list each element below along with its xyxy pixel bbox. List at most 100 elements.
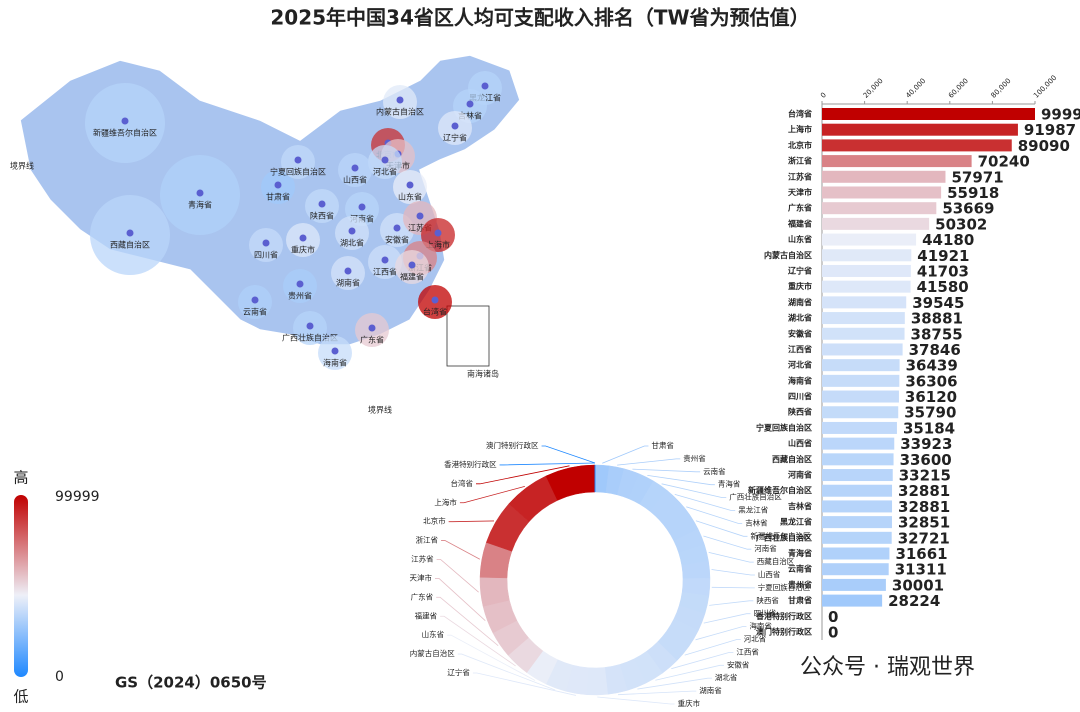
donut-label: 广东省 — [411, 591, 434, 601]
value-label: 0 — [828, 608, 838, 626]
category-label: 贵州省 — [788, 579, 812, 589]
leader-line — [655, 664, 724, 681]
x-tick-label: 0 — [819, 91, 828, 100]
category-label: 香港特别行政区 — [755, 611, 812, 621]
donut-label: 江苏省 — [411, 554, 434, 564]
category-label: 重庆市 — [788, 281, 812, 291]
category-label: 内蒙古自治区 — [764, 250, 812, 260]
category-label: 湖北省 — [788, 313, 812, 323]
leader-line — [435, 578, 486, 621]
x-tick-label: 60,000 — [947, 77, 970, 100]
bar — [822, 594, 883, 607]
donut-label: 福建省 — [415, 610, 438, 620]
bar — [822, 437, 895, 450]
donut-label: 香港特别行政区 — [444, 459, 497, 469]
leader-line — [447, 634, 536, 681]
map-label: 甘肃省 — [266, 192, 290, 202]
donut-label: 宁夏回族自治区 — [758, 582, 811, 592]
map-dot — [251, 296, 259, 304]
leader-line — [618, 690, 697, 696]
donut-label: 广西壮族自治区 — [729, 492, 782, 502]
map-label: 湖北省 — [340, 238, 364, 248]
value-label: 33923 — [900, 435, 952, 453]
donut-label: 云南省 — [703, 466, 726, 476]
map-dot — [368, 324, 376, 332]
leader-line — [703, 535, 752, 550]
bar — [822, 249, 912, 262]
donut-label: 江西省 — [736, 646, 759, 656]
bar — [822, 280, 911, 293]
category-label: 辽宁省 — [788, 265, 812, 275]
leader-line — [436, 596, 499, 646]
map-dot — [331, 347, 339, 355]
category-label: 湖南省 — [788, 297, 812, 307]
category-label: 甘肃省 — [788, 595, 812, 605]
leader-line — [711, 569, 755, 576]
map-label: 吉林省 — [458, 111, 482, 121]
donut-label: 湖北省 — [715, 672, 738, 682]
map-dot — [393, 224, 401, 232]
bar — [822, 327, 905, 340]
category-label: 西藏自治区 — [772, 454, 812, 464]
map-label: 青海省 — [188, 200, 212, 210]
map-dot — [299, 234, 307, 242]
value-label: 35790 — [904, 404, 956, 422]
value-label: 89090 — [1018, 137, 1070, 155]
value-label: 38881 — [911, 310, 963, 328]
category-label: 广西壮族自治区 — [756, 532, 812, 542]
bar — [822, 186, 942, 199]
value-label: 38755 — [911, 325, 963, 343]
map-label: 陕西省 — [310, 211, 334, 221]
map-label: 贵州省 — [288, 291, 312, 301]
bar — [822, 390, 899, 403]
category-label: 安徽省 — [788, 328, 812, 338]
leader-line — [703, 613, 751, 624]
value-label: 36306 — [905, 372, 957, 390]
map-dot — [318, 200, 326, 208]
map-label: 云南省 — [243, 307, 267, 317]
map-dot — [348, 227, 356, 235]
value-label: 37846 — [909, 341, 961, 359]
donut-label: 湖南省 — [699, 685, 722, 695]
leader-line — [647, 474, 715, 486]
category-label: 山东省 — [788, 234, 812, 244]
category-label: 新疆维吾尔自治区 — [748, 485, 812, 495]
leader-line — [632, 468, 701, 473]
bar — [822, 217, 930, 230]
bar — [822, 202, 937, 215]
bar — [822, 531, 892, 544]
value-label: 28224 — [888, 592, 940, 610]
map-dot — [274, 181, 282, 189]
bar — [822, 500, 893, 513]
map-label: 内蒙古自治区 — [376, 107, 424, 117]
bar — [822, 359, 900, 372]
value-label: 35184 — [903, 419, 955, 437]
category-label: 吉林省 — [788, 501, 812, 511]
map-dot — [406, 181, 414, 189]
bar — [822, 484, 893, 497]
donut-label: 河南省 — [754, 543, 777, 553]
bar — [822, 547, 890, 560]
value-label: 44180 — [922, 231, 974, 249]
map-dot — [434, 229, 442, 237]
donut-label: 甘肃省 — [651, 440, 674, 450]
map-label: 重庆市 — [291, 245, 315, 255]
donut-label: 安徽省 — [727, 659, 750, 669]
bar — [822, 108, 1035, 120]
map-dot — [121, 117, 129, 125]
donut-label: 重庆市 — [678, 698, 701, 708]
value-label: 32881 — [898, 482, 950, 500]
leader-line — [686, 506, 743, 524]
value-label: 36439 — [906, 357, 958, 375]
map-label: 西藏自治区 — [110, 240, 150, 250]
x-tick-label: 40,000 — [904, 77, 927, 100]
map-label: 山东省 — [398, 192, 422, 202]
map-dot — [126, 229, 134, 237]
bar — [822, 453, 894, 466]
category-label: 福建省 — [787, 218, 812, 228]
bar — [822, 123, 1018, 136]
bar — [822, 516, 892, 529]
category-label: 北京市 — [788, 140, 812, 150]
leader-line — [695, 626, 747, 641]
inset-box — [446, 305, 490, 367]
